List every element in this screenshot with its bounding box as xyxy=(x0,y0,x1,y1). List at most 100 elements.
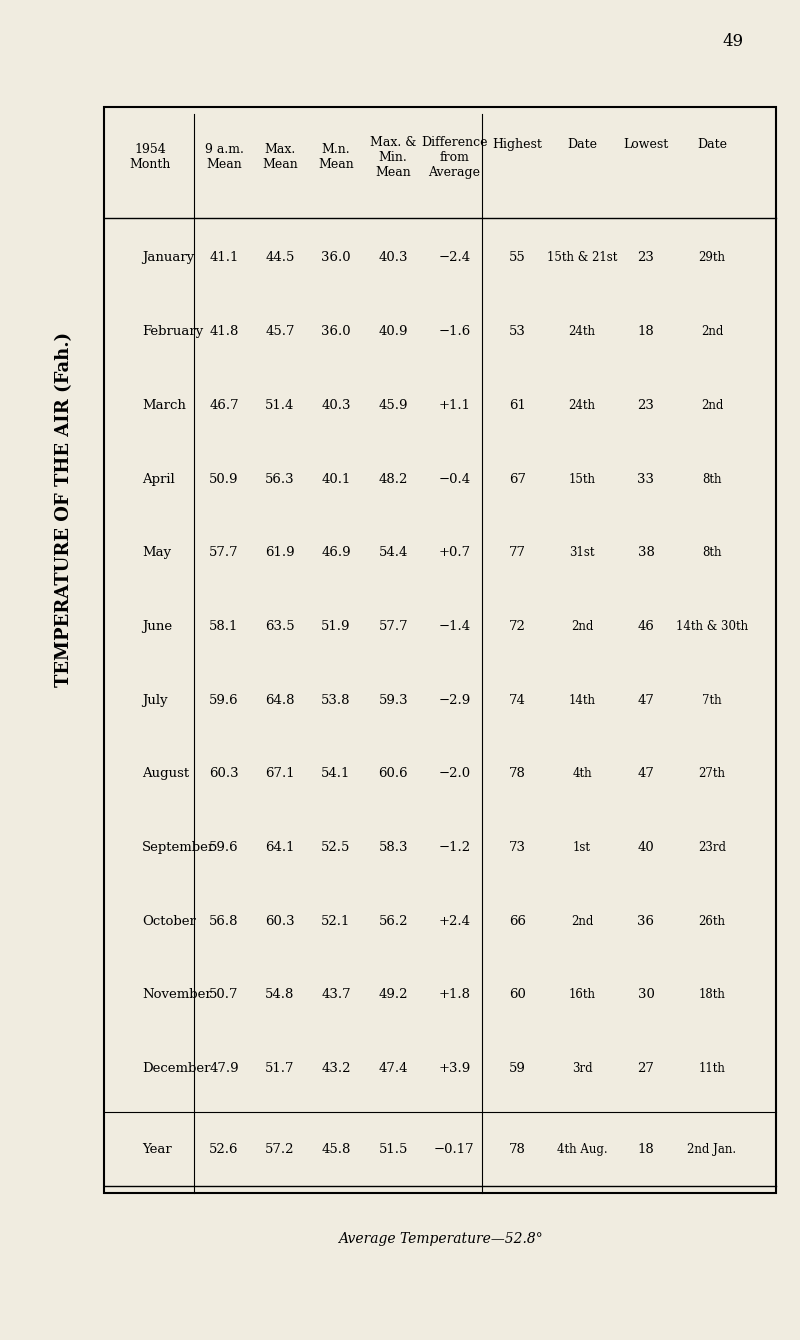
Text: 24th: 24th xyxy=(569,326,595,338)
Text: 47.4: 47.4 xyxy=(378,1063,408,1075)
Text: −1.6: −1.6 xyxy=(438,326,470,338)
Text: 73: 73 xyxy=(509,842,526,854)
Text: 23: 23 xyxy=(638,399,654,411)
Text: 56.2: 56.2 xyxy=(378,915,408,927)
Text: July: July xyxy=(142,694,168,706)
Text: 44.5: 44.5 xyxy=(266,252,294,264)
Text: +1.8: +1.8 xyxy=(438,989,470,1001)
Text: 78: 78 xyxy=(509,768,526,780)
Text: M.n.
Mean: M.n. Mean xyxy=(318,143,354,172)
Text: 23: 23 xyxy=(638,252,654,264)
Text: 47: 47 xyxy=(638,694,654,706)
Text: 36: 36 xyxy=(638,915,654,927)
Text: 14th & 30th: 14th & 30th xyxy=(676,620,748,632)
Text: 18th: 18th xyxy=(698,989,726,1001)
Text: 64.8: 64.8 xyxy=(266,694,294,706)
Text: 61.9: 61.9 xyxy=(265,547,295,559)
Text: Lowest: Lowest xyxy=(623,138,669,150)
Text: 47: 47 xyxy=(638,768,654,780)
Text: 77: 77 xyxy=(509,547,526,559)
Text: 41.1: 41.1 xyxy=(210,252,238,264)
Text: 60.6: 60.6 xyxy=(378,768,408,780)
Text: 1954
Month: 1954 Month xyxy=(130,143,170,172)
Text: 50.7: 50.7 xyxy=(210,989,238,1001)
Text: 30: 30 xyxy=(638,989,654,1001)
Text: 26th: 26th xyxy=(698,915,726,927)
Text: Average Temperature—52.8°: Average Temperature—52.8° xyxy=(338,1233,542,1246)
Text: 40.3: 40.3 xyxy=(378,252,408,264)
Text: 59.6: 59.6 xyxy=(209,694,239,706)
Text: 51.7: 51.7 xyxy=(266,1063,294,1075)
Text: 40.9: 40.9 xyxy=(378,326,408,338)
Text: 48.2: 48.2 xyxy=(378,473,408,485)
Text: +2.4: +2.4 xyxy=(438,915,470,927)
Text: 18: 18 xyxy=(638,1143,654,1156)
Text: August: August xyxy=(142,768,189,780)
Text: 56.8: 56.8 xyxy=(210,915,238,927)
Text: 45.7: 45.7 xyxy=(266,326,294,338)
Text: 8th: 8th xyxy=(702,473,722,485)
Text: 54.8: 54.8 xyxy=(266,989,294,1001)
Text: 36.0: 36.0 xyxy=(321,252,351,264)
Text: 45.8: 45.8 xyxy=(322,1143,350,1156)
Text: 15th: 15th xyxy=(569,473,595,485)
Text: 46.9: 46.9 xyxy=(321,547,351,559)
Text: 14th: 14th xyxy=(569,694,595,706)
Text: 46: 46 xyxy=(638,620,654,632)
Text: 2nd: 2nd xyxy=(701,326,723,338)
Text: 2nd Jan.: 2nd Jan. xyxy=(687,1143,737,1156)
Text: −1.4: −1.4 xyxy=(438,620,470,632)
Text: +3.9: +3.9 xyxy=(438,1063,470,1075)
Text: 56.3: 56.3 xyxy=(265,473,295,485)
Text: 63.5: 63.5 xyxy=(265,620,295,632)
Text: 43.2: 43.2 xyxy=(322,1063,350,1075)
Text: 64.1: 64.1 xyxy=(266,842,294,854)
Text: February: February xyxy=(142,326,203,338)
Text: November: November xyxy=(142,989,212,1001)
Text: 27th: 27th xyxy=(698,768,726,780)
Text: −1.2: −1.2 xyxy=(438,842,470,854)
Text: 23rd: 23rd xyxy=(698,842,726,854)
Text: 57.7: 57.7 xyxy=(209,547,239,559)
Text: 9 a.m.
Mean: 9 a.m. Mean xyxy=(205,143,243,172)
Text: TEMPERATURE OF THE AIR (Fah.): TEMPERATURE OF THE AIR (Fah.) xyxy=(55,331,73,687)
Text: 67.1: 67.1 xyxy=(265,768,295,780)
Text: 72: 72 xyxy=(509,620,526,632)
Text: 46.7: 46.7 xyxy=(209,399,239,411)
Text: 7th: 7th xyxy=(702,694,722,706)
Text: 60.3: 60.3 xyxy=(209,768,239,780)
Text: 8th: 8th xyxy=(702,547,722,559)
Text: 47.9: 47.9 xyxy=(209,1063,239,1075)
Text: 1st: 1st xyxy=(573,842,591,854)
Text: 2nd: 2nd xyxy=(571,620,593,632)
Text: 24th: 24th xyxy=(569,399,595,411)
Text: 51.9: 51.9 xyxy=(322,620,350,632)
Text: December: December xyxy=(142,1063,210,1075)
Text: 15th & 21st: 15th & 21st xyxy=(547,252,617,264)
Text: Year: Year xyxy=(142,1143,172,1156)
Text: 43.7: 43.7 xyxy=(321,989,351,1001)
Text: October: October xyxy=(142,915,196,927)
Text: −0.17: −0.17 xyxy=(434,1143,474,1156)
Text: September: September xyxy=(142,842,215,854)
Text: 60: 60 xyxy=(509,989,526,1001)
Text: 66: 66 xyxy=(509,915,526,927)
Text: 52.6: 52.6 xyxy=(210,1143,238,1156)
Text: 49.2: 49.2 xyxy=(378,989,408,1001)
Text: −0.4: −0.4 xyxy=(438,473,470,485)
Text: 53: 53 xyxy=(509,326,526,338)
Text: Date: Date xyxy=(697,138,727,150)
Text: 31st: 31st xyxy=(570,547,594,559)
Text: 18: 18 xyxy=(638,326,654,338)
Text: 3rd: 3rd xyxy=(572,1063,592,1075)
Text: 74: 74 xyxy=(509,694,526,706)
Text: 54.1: 54.1 xyxy=(322,768,350,780)
Text: 29th: 29th xyxy=(698,252,726,264)
Text: 51.5: 51.5 xyxy=(378,1143,408,1156)
Text: 59.3: 59.3 xyxy=(378,694,408,706)
Text: 67: 67 xyxy=(509,473,526,485)
Text: 11th: 11th xyxy=(698,1063,726,1075)
Text: 45.9: 45.9 xyxy=(378,399,408,411)
Text: 41.8: 41.8 xyxy=(210,326,238,338)
Text: 2nd: 2nd xyxy=(701,399,723,411)
